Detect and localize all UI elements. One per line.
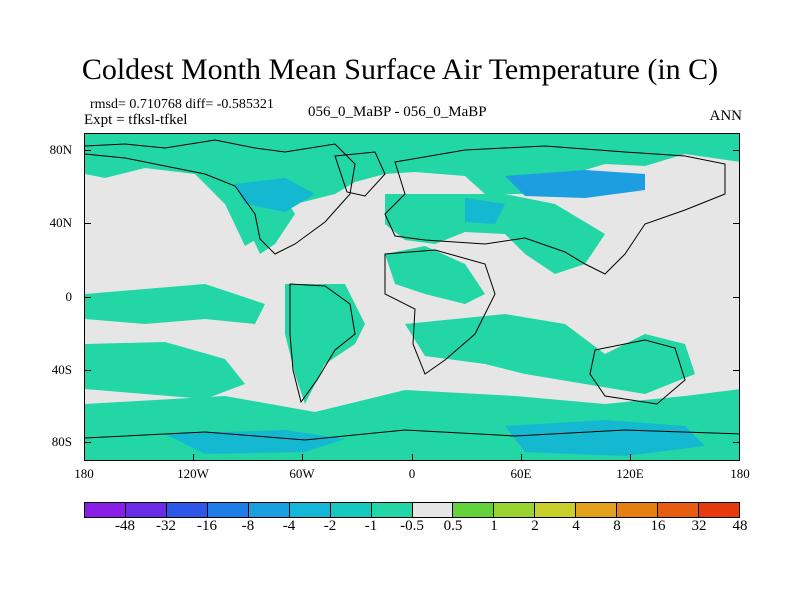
colorbar-swatch-2	[165, 502, 208, 518]
south-pacific	[85, 342, 245, 399]
colorbar-swatch-6	[329, 502, 372, 518]
tick-120w	[193, 454, 194, 461]
colorbar-label-6: -1	[364, 518, 378, 534]
colorbar-swatch-14	[657, 502, 700, 518]
asia-blue-patch	[465, 198, 505, 224]
tropical-pacific	[85, 284, 265, 324]
australia-outline	[589, 339, 686, 405]
colorbar-label-5: -2	[323, 518, 337, 534]
lat-label-40n: 40N	[49, 215, 72, 230]
colorbar-label-9: 1	[490, 518, 498, 534]
tick-40s-right	[733, 370, 740, 371]
tick-60e	[521, 454, 522, 461]
greenland-outline	[334, 151, 386, 197]
south-america	[285, 284, 365, 404]
colorbar	[84, 502, 740, 518]
colorbar-swatch-10	[493, 502, 536, 518]
lat-label-80n: 80N	[49, 142, 72, 157]
lon-label-180-left: 180	[74, 466, 94, 481]
anomaly-regions	[85, 134, 739, 460]
tick-40s-left	[84, 370, 91, 371]
tick-80n-right	[733, 150, 740, 151]
west-africa	[385, 246, 485, 304]
colorbar-label-2: -16	[197, 518, 217, 534]
lon-label-180-right: 180	[730, 466, 750, 481]
colorbar-swatch-12	[575, 502, 618, 518]
colorbar-swatch-0	[84, 502, 126, 518]
map-panel	[84, 133, 740, 461]
lat-label-40s: 40S	[51, 362, 72, 377]
stats-text: rmsd= 0.710768 diff= -0.585321	[90, 97, 274, 112]
north-america-outline	[85, 139, 356, 255]
colorbar-swatch-1	[124, 502, 167, 518]
tick-40n-left	[84, 223, 91, 224]
colorbar-label-13: 16	[650, 518, 666, 534]
north-blue-patch	[235, 178, 315, 212]
colorbar-label-4: -4	[282, 518, 296, 534]
tick-80n-left	[84, 150, 91, 151]
colorbar-label-1: -32	[156, 518, 176, 534]
tick-80s-right	[733, 442, 740, 443]
colorbar-label-8: 0.5	[443, 518, 463, 534]
colorbar-swatch-3	[206, 502, 249, 518]
colorbar-label-12: 8	[613, 518, 621, 534]
season-label: ANN	[709, 108, 743, 124]
lon-label-120e: 120E	[616, 466, 644, 481]
map-canvas	[85, 134, 739, 460]
colorbar-label-11: 4	[572, 518, 580, 534]
colorbar-swatch-7	[370, 502, 413, 518]
lon-label-60e: 60E	[510, 466, 532, 481]
experiments-label: 056_0_MaBP - 056_0_MaBP	[308, 104, 487, 120]
tick-0-right	[733, 297, 740, 298]
colorbar-label-7: -0.5	[400, 518, 424, 534]
experiment-label: Expt = tfksl-tfkel	[84, 112, 188, 128]
southern-blue	[505, 420, 705, 456]
colorbar-label-14: 32	[691, 518, 707, 534]
tick-80s-left	[84, 442, 91, 443]
indian-ocean	[405, 314, 695, 394]
colorbar-label-0: -48	[115, 518, 135, 534]
asia-region	[385, 194, 605, 274]
colorbar-swatch-5	[288, 502, 331, 518]
colorbar-label-3: -8	[241, 518, 255, 534]
tick-120e	[630, 454, 631, 461]
africa-outline	[384, 249, 496, 375]
colorbar-swatch-8	[411, 502, 454, 518]
tick-60w	[302, 454, 303, 461]
colorbar-swatch-15	[698, 502, 740, 518]
tick-0-lon	[412, 454, 413, 461]
eurasia-outline	[384, 145, 726, 275]
lon-label-0: 0	[408, 466, 416, 481]
lat-label-0: 0	[65, 289, 73, 304]
antarctica-outline	[85, 429, 739, 441]
tick-0-left	[84, 297, 91, 298]
coastlines	[85, 139, 739, 441]
colorbar-label-10: 2	[531, 518, 539, 534]
south-america-outline	[289, 283, 356, 404]
tick-40n-right	[733, 223, 740, 224]
colorbar-swatch-11	[534, 502, 577, 518]
lon-label-120w: 120W	[177, 466, 209, 481]
colorbar-swatch-13	[616, 502, 659, 518]
figure-title: Coldest Month Mean Surface Air Temperatu…	[81, 53, 719, 86]
colorbar-swatch-9	[452, 502, 495, 518]
colorbar-swatch-4	[247, 502, 290, 518]
colorbar-label-15: 48	[732, 518, 748, 534]
east-asia-blue	[505, 170, 645, 198]
lat-label-80s: 80S	[51, 434, 72, 449]
antarctic-blue	[165, 430, 345, 454]
lon-label-60w: 60W	[289, 466, 315, 481]
